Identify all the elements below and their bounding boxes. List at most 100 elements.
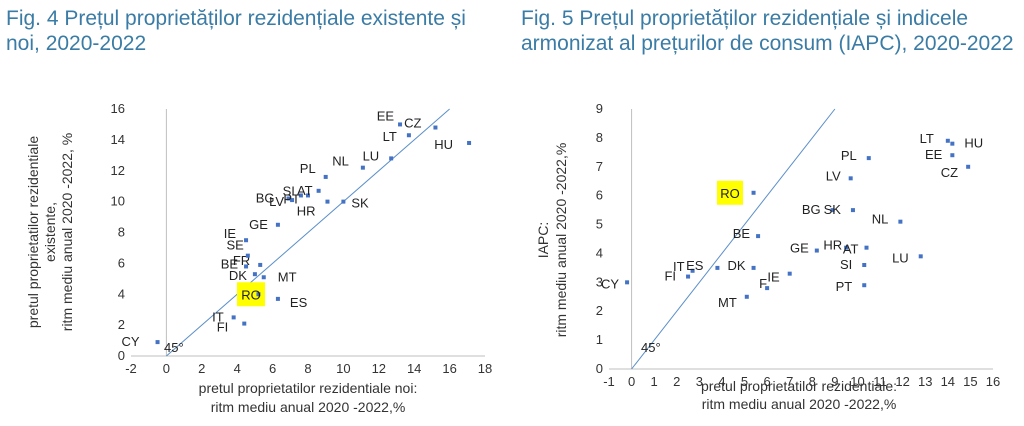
point-label: SE — [226, 238, 244, 253]
data-point — [389, 156, 394, 161]
data-point — [830, 208, 835, 213]
data-point — [756, 234, 761, 239]
point-label: DK — [728, 258, 746, 273]
y-axis-title: ritm mediu anual 2020 -2022,% — [553, 143, 569, 338]
y-tick-label: 6 — [596, 188, 603, 203]
chart-title-fig4: Fig. 4 Prețul proprietăților rezidențial… — [6, 7, 466, 55]
point-label: PT — [283, 191, 300, 206]
data-point — [244, 238, 249, 243]
x-tick-label: 13 — [918, 374, 932, 389]
x-tick-label: 16 — [442, 361, 456, 376]
x-tick-label: 12 — [895, 374, 909, 389]
x-axis-title: pretul proprietatilor rezidentiale noi: — [199, 380, 418, 396]
data-point — [814, 248, 819, 253]
point-label: GE — [249, 217, 268, 232]
point-label: IE — [767, 270, 780, 285]
y-axis-title: ritm mediu anual 2020 -2022, % — [59, 133, 75, 331]
y-tick-label: 0 — [596, 361, 603, 376]
x-tick-label: 4 — [234, 361, 241, 376]
point-label: EE — [377, 108, 395, 123]
data-point — [290, 198, 295, 203]
y-tick-label: 4 — [596, 245, 603, 260]
data-point — [864, 245, 869, 250]
point-label: LU — [892, 250, 909, 265]
point-label: FI — [664, 269, 676, 284]
point-label: PL — [841, 148, 857, 163]
y-tick-label: 9 — [596, 101, 603, 116]
point-label: CY — [601, 276, 619, 291]
data-point — [744, 294, 749, 299]
y-tick-label: 6 — [118, 255, 125, 270]
data-point — [256, 292, 261, 297]
y-tick-label: 10 — [111, 194, 125, 209]
y-axis-title: pretul proprietatilor rezidentiale — [25, 136, 41, 328]
data-point — [298, 193, 303, 198]
y-tick-label: 5 — [596, 217, 603, 232]
x-tick-label: 14 — [407, 361, 421, 376]
data-point — [275, 222, 280, 227]
data-point — [360, 165, 365, 170]
point-label: BG — [802, 202, 821, 217]
data-point — [325, 199, 330, 204]
y-tick-label: 0 — [118, 348, 125, 363]
x-tick-label: 8 — [809, 374, 816, 389]
data-point — [850, 208, 855, 213]
y-tick-label: 8 — [118, 225, 125, 240]
point-label: PT — [836, 279, 853, 294]
data-point — [258, 262, 263, 267]
chart-title-fig5: Fig. 5 Prețul proprietăților rezidențial… — [521, 7, 1014, 55]
point-label: RO — [241, 287, 261, 302]
x-tick-label: 8 — [304, 361, 311, 376]
x-tick-label: 6 — [764, 374, 771, 389]
point-label: CY — [121, 334, 139, 349]
point-label: BE — [733, 226, 751, 241]
x-tick-label: 2 — [673, 374, 680, 389]
x-tick-label: 3 — [696, 374, 703, 389]
x-tick-label: 0 — [628, 374, 635, 389]
data-point — [751, 190, 756, 195]
data-point — [862, 263, 867, 267]
y-axis-title: existente, — [42, 202, 58, 262]
point-label: EE — [925, 147, 943, 162]
y-tick-label: 2 — [118, 317, 125, 332]
y-tick-label: 2 — [596, 303, 603, 318]
y-tick-label: 7 — [596, 159, 603, 174]
data-point — [261, 275, 266, 280]
y-tick-label: 8 — [596, 130, 603, 145]
diagonal-45-line — [631, 108, 836, 370]
data-point — [406, 133, 411, 138]
x-tick-label: 4 — [718, 374, 725, 389]
x-tick-label: 12 — [372, 361, 386, 376]
data-point — [751, 265, 756, 270]
data-point — [467, 140, 472, 145]
x-tick-label: 0 — [163, 361, 170, 376]
data-point — [686, 274, 691, 279]
data-point — [316, 188, 321, 193]
data-point — [245, 253, 250, 258]
point-label: BG — [256, 191, 275, 206]
x-tick-label: 18 — [478, 361, 492, 376]
point-label: CZ — [404, 116, 421, 131]
data-point — [898, 219, 903, 224]
x-tick-label: 1 — [651, 374, 658, 389]
data-point — [765, 286, 770, 291]
point-label: BE — [221, 256, 239, 271]
data-point — [844, 245, 849, 250]
data-point — [398, 122, 403, 127]
point-label: NL — [332, 154, 349, 169]
x-tick-label: 5 — [741, 374, 748, 389]
data-point — [275, 296, 280, 301]
x-tick-label: 10 — [850, 374, 864, 389]
x-tick-label: 9 — [831, 374, 838, 389]
point-label: IT — [212, 309, 224, 324]
data-point — [715, 265, 720, 270]
point-label: SK — [824, 202, 842, 217]
point-label: LT — [383, 129, 397, 144]
point-label: LT — [920, 131, 934, 146]
y-tick-label: 4 — [118, 286, 125, 301]
point-label: HR — [823, 238, 842, 253]
data-point — [433, 125, 438, 130]
y-tick-label: 1 — [596, 332, 603, 347]
